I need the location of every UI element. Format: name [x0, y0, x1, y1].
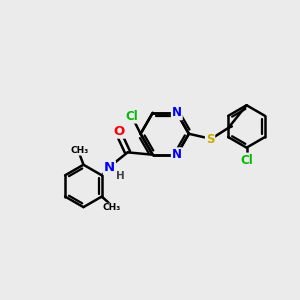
Text: O: O [114, 125, 125, 138]
Text: N: N [172, 106, 182, 119]
Text: CH₃: CH₃ [71, 146, 89, 155]
Text: Cl: Cl [240, 154, 253, 166]
Text: N: N [104, 161, 115, 174]
Text: CH₃: CH₃ [103, 203, 121, 212]
Text: S: S [206, 133, 214, 146]
Text: H: H [116, 171, 125, 181]
Text: Cl: Cl [125, 110, 138, 123]
Text: N: N [172, 148, 182, 161]
